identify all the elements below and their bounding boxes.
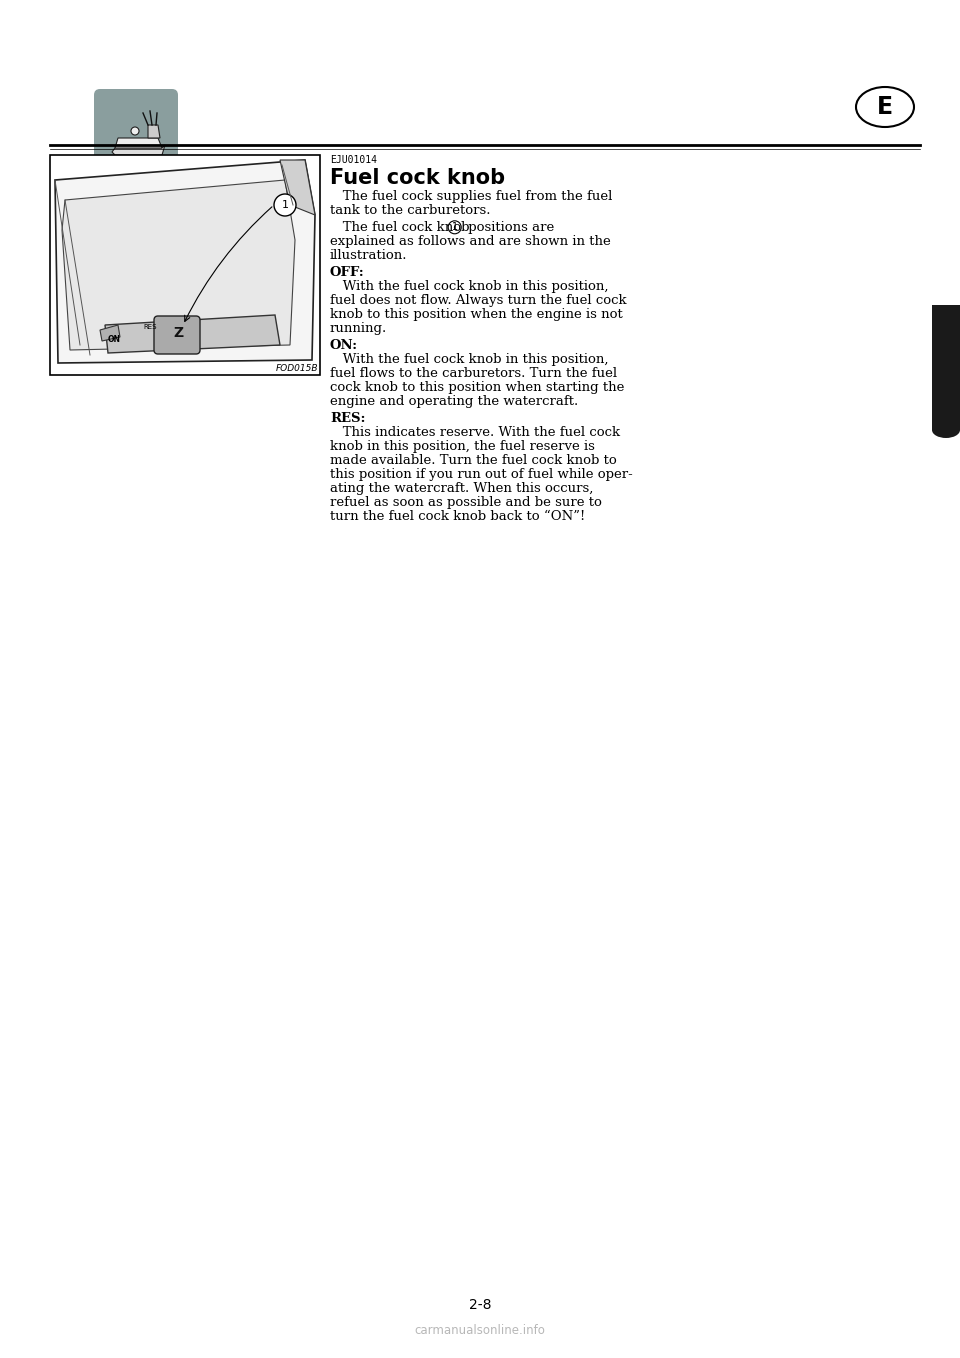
Text: ON: ON: [108, 335, 121, 345]
Bar: [50, 155, 320, 375]
Text: running.: running.: [330, 322, 387, 335]
Text: 2-8: 2-8: [468, 1298, 492, 1312]
Polygon shape: [148, 125, 160, 139]
Text: E: E: [876, 95, 893, 120]
Text: Fuel cock knob: Fuel cock knob: [330, 168, 505, 187]
Polygon shape: [280, 160, 315, 215]
Text: The fuel cock knob: The fuel cock knob: [330, 221, 473, 234]
Text: Z: Z: [173, 326, 183, 340]
Text: RES: RES: [143, 325, 156, 330]
Text: knob in this position, the fuel reserve is: knob in this position, the fuel reserve …: [330, 440, 595, 454]
Text: tank to the carburetors.: tank to the carburetors.: [330, 204, 491, 217]
Circle shape: [131, 128, 139, 134]
Text: FOD015B: FOD015B: [276, 364, 318, 373]
Text: With the fuel cock knob in this position,: With the fuel cock knob in this position…: [330, 280, 609, 293]
Text: positions are: positions are: [464, 221, 554, 234]
Text: 1: 1: [451, 223, 458, 232]
Polygon shape: [100, 325, 120, 341]
Text: This indicates reserve. With the fuel cock: This indicates reserve. With the fuel co…: [330, 426, 620, 439]
Text: explained as follows and are shown in the: explained as follows and are shown in th…: [330, 235, 611, 249]
Polygon shape: [105, 315, 280, 353]
Text: ating the watercraft. When this occurs,: ating the watercraft. When this occurs,: [330, 482, 593, 496]
Polygon shape: [55, 160, 315, 363]
Text: ON:: ON:: [330, 340, 358, 352]
Text: carmanualsonline.info: carmanualsonline.info: [415, 1324, 545, 1336]
Text: engine and operating the watercraft.: engine and operating the watercraft.: [330, 395, 578, 407]
Circle shape: [448, 221, 461, 234]
Polygon shape: [115, 139, 162, 148]
Polygon shape: [62, 181, 295, 350]
Text: fuel does not flow. Always turn the fuel cock: fuel does not flow. Always turn the fuel…: [330, 293, 627, 307]
Text: RES:: RES:: [330, 411, 366, 425]
Text: 1: 1: [281, 200, 289, 210]
Text: refuel as soon as possible and be sure to: refuel as soon as possible and be sure t…: [330, 496, 602, 509]
Text: cock knob to this position when starting the: cock knob to this position when starting…: [330, 382, 624, 394]
Text: illustration.: illustration.: [330, 249, 407, 262]
Bar: [932, 306, 960, 430]
Text: knob to this position when the engine is not: knob to this position when the engine is…: [330, 308, 623, 320]
Text: made available. Turn the fuel cock knob to: made available. Turn the fuel cock knob …: [330, 454, 616, 467]
Circle shape: [274, 194, 296, 216]
Text: this position if you run out of fuel while oper-: this position if you run out of fuel whi…: [330, 469, 633, 481]
Ellipse shape: [856, 87, 914, 128]
Text: turn the fuel cock knob back to “ON”!: turn the fuel cock knob back to “ON”!: [330, 511, 586, 523]
Polygon shape: [112, 145, 165, 155]
Text: With the fuel cock knob in this position,: With the fuel cock knob in this position…: [330, 353, 609, 367]
Text: The fuel cock supplies fuel from the fuel: The fuel cock supplies fuel from the fue…: [330, 190, 612, 202]
FancyBboxPatch shape: [94, 90, 178, 172]
Ellipse shape: [932, 422, 960, 439]
Text: EJU01014: EJU01014: [330, 155, 377, 166]
Text: fuel flows to the carburetors. Turn the fuel: fuel flows to the carburetors. Turn the …: [330, 367, 617, 380]
FancyBboxPatch shape: [154, 316, 200, 354]
Text: OFF:: OFF:: [330, 266, 365, 278]
